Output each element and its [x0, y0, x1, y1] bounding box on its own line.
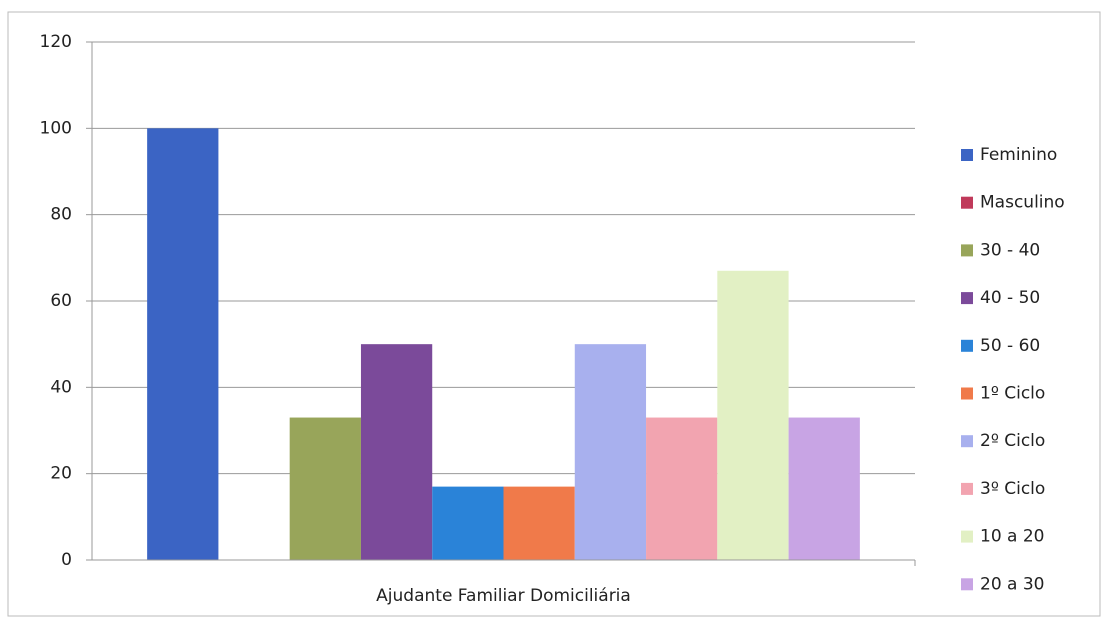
legend-label: 50 - 60	[980, 336, 1040, 356]
legend-label: 3º Ciclo	[980, 479, 1045, 499]
legend-label: 40 - 50	[980, 288, 1040, 308]
legend-swatch	[961, 196, 973, 209]
legend-swatch	[961, 292, 973, 305]
x-tick-label: Ajudante Familiar Domiciliária	[376, 586, 631, 606]
y-tick-label: 0	[61, 550, 72, 570]
y-tick-label: 20	[50, 464, 72, 484]
bar	[432, 486, 504, 560]
legend-swatch	[961, 435, 973, 448]
bar	[788, 417, 860, 560]
bar	[289, 417, 361, 560]
bar	[717, 270, 789, 560]
legend-swatch	[961, 387, 973, 400]
legend-swatch	[961, 339, 973, 352]
legend-swatch	[961, 530, 973, 543]
y-tick-label: 100	[40, 118, 72, 138]
legend-label: 1º Ciclo	[980, 384, 1045, 404]
legend-label: Masculino	[980, 193, 1065, 213]
y-tick-label: 80	[50, 205, 72, 225]
bar	[503, 486, 575, 560]
legend-swatch	[961, 482, 973, 495]
bar	[147, 128, 219, 561]
legend-swatch	[961, 578, 973, 591]
y-tick-label: 40	[50, 377, 72, 397]
legend-label: 10 a 20	[980, 527, 1045, 547]
legend-label: 30 - 40	[980, 240, 1040, 260]
legend-label: Feminino	[980, 145, 1057, 165]
legend-label: 2º Ciclo	[980, 431, 1045, 451]
legend-label: 20 a 30	[980, 574, 1045, 594]
y-tick-label: 120	[40, 32, 72, 52]
bar	[574, 344, 647, 560]
y-tick-label: 60	[50, 291, 72, 311]
bar	[360, 344, 433, 560]
bar	[646, 417, 718, 560]
legend-swatch	[961, 149, 973, 161]
legend-swatch	[961, 244, 973, 257]
